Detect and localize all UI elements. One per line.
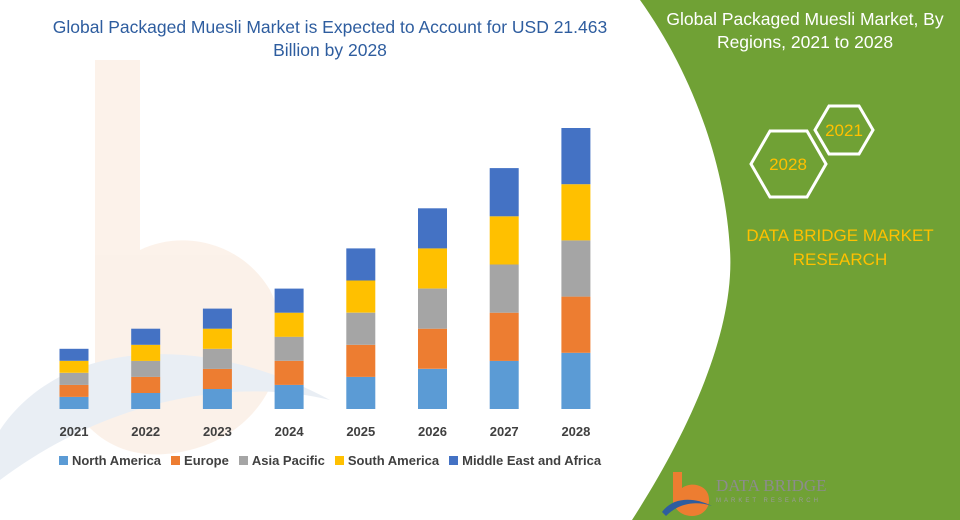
bar-segment-2024-north-america [274,384,304,409]
bar-segment-2022-asia-pacific [131,360,161,377]
bar-segment-2024-asia-pacific [274,336,304,361]
bar-segment-2024-europe [274,360,304,385]
bar-segment-2028-middle-east-and-africa [561,128,591,185]
logo-mark [662,472,712,516]
legend-label: Asia Pacific [251,453,325,468]
bar-segment-2026-north-america [418,368,447,409]
legend-item: Asia Pacific [238,453,325,468]
bar-segment-2022-north-america [131,392,161,409]
bar-segment-2023-middle-east-and-africa [202,308,232,329]
x-tick-label: 2023 [203,424,232,439]
bar-segment-2025-south-america [346,280,376,313]
bar-segment-2022-south-america [131,344,161,361]
x-tick-label: 2021 [60,424,89,439]
logo-subtext: MARKET RESEARCH [716,498,821,504]
x-tick-label: 2026 [418,424,447,439]
brand-name: DATA BRIDGE MARKET RESEARCH [746,226,934,269]
bar-segment-2026-middle-east-and-africa [418,208,447,249]
bar-segment-2025-north-america [346,376,376,409]
panel-title: Global Packaged Muesli Market, By Region… [666,9,944,52]
x-tick-label: 2025 [346,424,375,439]
legend-item: South America [334,453,440,468]
bar-segment-2021-south-america [59,360,89,373]
bar-segment-2026-south-america [418,248,447,289]
bar-segment-2027-north-america [489,360,519,409]
x-tick-label: 2027 [490,424,519,439]
bar-segment-2027-middle-east-and-africa [489,168,519,217]
legend-swatch [334,456,344,465]
legend-item: Middle East and Africa [449,453,601,468]
legend-label: Middle East and Africa [462,453,602,468]
hex-label-2028: 2028 [769,155,807,174]
hexagon-2021 [813,104,875,156]
chart-legend: North America Europe Asia Pacific South Ame… [40,453,620,468]
bar-segment-2024-south-america [274,312,304,337]
bar-segment-2023-asia-pacific [202,348,232,369]
bar-segment-2025-middle-east-and-africa [346,248,376,281]
x-tick-label: 2028 [561,424,590,439]
legend-label: South America [347,453,440,468]
legend-label: Europe [184,453,229,468]
legend-swatch [238,456,248,465]
bar-segment-2021-north-america [59,397,89,409]
chart-title: Global Packaged Muesli Market is Expecte… [52,17,608,60]
hexagon-2028 [749,129,828,199]
bar-segment-2025-europe [346,344,376,377]
logo-text: DATA BRIDGE [716,476,827,495]
bar-segment-2026-europe [418,328,447,369]
legend-swatch [58,456,68,465]
green-panel [632,0,960,520]
hex-label-2021: 2021 [825,121,863,140]
bar-segment-2027-south-america [489,216,519,265]
bar-segment-2021-asia-pacific [59,372,89,385]
bar-segment-2023-south-america [202,328,232,349]
bar-segment-2021-europe [59,384,89,397]
bar-segment-2022-middle-east-and-africa [131,328,161,345]
bar-segment-2028-asia-pacific [561,240,591,297]
bar-segment-2025-asia-pacific [346,312,376,345]
bar-segment-2028-south-america [561,184,591,241]
legend-label: North America [71,453,162,468]
bar-segment-2027-asia-pacific [489,264,519,313]
legend-swatch [449,456,459,465]
bar-segment-2024-middle-east-and-africa [274,288,304,313]
legend-swatch [171,456,181,465]
bar-segment-2028-europe [561,296,591,353]
bar-segment-2026-asia-pacific [418,288,447,329]
x-tick-label: 2024 [275,424,305,439]
legend-item: Europe [171,453,229,468]
bar-segment-2022-europe [131,376,161,393]
x-tick-label: 2022 [131,424,160,439]
legend-item: North America [58,453,162,468]
bar-segment-2021-middle-east-and-africa [59,348,89,361]
bar-segment-2027-europe [489,312,519,361]
bar-segment-2023-north-america [202,388,232,409]
bar-segment-2023-europe [202,368,232,389]
bar-segment-2028-north-america [561,352,591,409]
